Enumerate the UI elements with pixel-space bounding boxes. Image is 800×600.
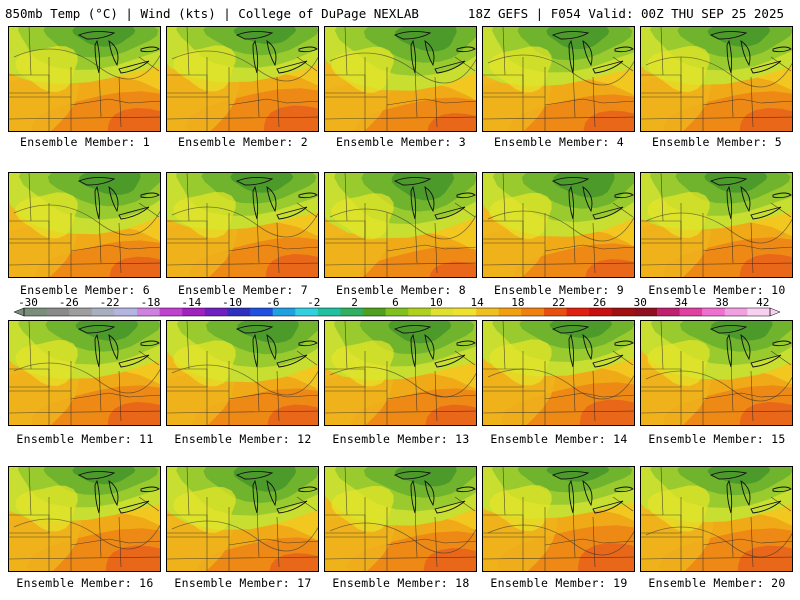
ensemble-member-caption: Ensemble Member: 16 [16,576,154,590]
colorbar-segment [408,308,432,316]
colorbar-tick-label: 26 [593,296,606,309]
colorbar-segment [476,308,500,316]
colorbar-tick-label: -14 [181,296,201,309]
colorbar-segment [46,308,70,316]
ensemble-member-caption: Ensemble Member: 15 [648,432,786,446]
ensemble-member-map [324,172,477,278]
colorbar-tick-label: 2 [351,296,358,309]
ensemble-member-map [166,172,319,278]
colorbar-segment [272,308,296,316]
ensemble-member-map [324,26,477,132]
colorbar-tick-label: -18 [141,296,161,309]
colorbar-tick-label: -10 [222,296,242,309]
ensemble-member-caption: Ensemble Member: 6 [19,283,151,297]
colorbar-tick-label: 34 [675,296,689,309]
colorbar-tick-label: 10 [430,296,443,309]
colorbar-segment [137,308,161,316]
colorbar-segment [566,308,590,316]
colorbar-tick-label: 42 [756,296,769,309]
ensemble-member-caption: Ensemble Member: 1 [19,135,151,149]
valid-time: 18Z GEFS | F054 Valid: 00Z THU SEP 25 20… [467,6,784,21]
colorbar-segment [317,308,341,316]
colorbar-segment [340,308,364,316]
ensemble-member-caption: Ensemble Member: 7 [177,283,309,297]
colorbar-segment [182,308,206,316]
colorbar-segment [91,308,115,316]
ensemble-member-map [482,320,635,426]
colorbar-segment [250,308,274,316]
colorbar-tick-label: -6 [266,296,279,309]
colorbar-segment [363,308,387,316]
colorbar-segment [114,308,138,316]
ensemble-member-caption: Ensemble Member: 3 [335,135,467,149]
ensemble-member-caption: Ensemble Member: 12 [174,432,312,446]
product-title: 850mb Temp (°C) | Wind (kts) | College o… [5,6,419,21]
colorbar-tick-label: 6 [392,296,399,309]
ensemble-member-map [640,466,793,572]
colorbar-segment [521,308,545,316]
colorbar-tick-label: 22 [552,296,565,309]
colorbar-tick-label: -30 [18,296,38,309]
ensemble-member-caption: Ensemble Member: 8 [335,283,467,297]
ensemble-member-caption: Ensemble Member: 20 [648,576,786,590]
colorbar-segment [747,308,771,316]
ensemble-member-map [482,26,635,132]
ensemble-member-caption: Ensemble Member: 13 [332,432,470,446]
colorbar-segment [679,308,703,316]
colorbar-segment [159,308,183,316]
ensemble-member-map [166,466,319,572]
colorbar-segment [430,308,454,316]
ensemble-member-caption: Ensemble Member: 9 [493,283,625,297]
temperature-colorbar: -30 -26 -22 -18 -14 -10 -6 -2 2 6 10 14 18 22 26 30 34 38… [13,296,781,317]
colorbar-end-arrow [769,307,781,317]
colorbar-tick-label: 18 [511,296,524,309]
ensemble-member-map [640,320,793,426]
colorbar-tick-label: 38 [715,296,728,309]
ensemble-member-caption: Ensemble Member: 4 [493,135,625,149]
colorbar-segment [498,308,522,316]
colorbar-tick-label: 14 [470,296,484,309]
colorbar-segment [543,308,567,316]
colorbar-segment [204,308,228,316]
ensemble-member-map [324,320,477,426]
ensemble-member-map [8,172,161,278]
ensemble-member-caption: Ensemble Member: 17 [174,576,312,590]
colorbar-tick-label: -2 [307,296,320,309]
ensemble-member-caption: Ensemble Member: 19 [490,576,628,590]
ensemble-member-map [166,26,319,132]
ensemble-member-caption: Ensemble Member: 5 [651,135,783,149]
colorbar-segment [724,308,748,316]
colorbar-tick-label: 30 [634,296,647,309]
ensemble-member-caption: Ensemble Member: 10 [648,283,786,297]
colorbar-segment [385,308,409,316]
colorbar-segment [295,308,319,316]
ensemble-member-map [8,26,161,132]
ensemble-member-map [482,466,635,572]
ensemble-member-caption: Ensemble Member: 18 [332,576,470,590]
colorbar-segment [69,308,93,316]
colorbar-segment [702,308,726,316]
ensemble-member-map [640,26,793,132]
colorbar-segment [453,308,477,316]
colorbar-end-arrow [13,307,25,317]
ensemble-member-map [640,172,793,278]
ensemble-member-caption: Ensemble Member: 11 [16,432,154,446]
colorbar-segment [656,308,680,316]
ensemble-member-map [324,466,477,572]
ensemble-member-map [8,320,161,426]
colorbar-segment [589,308,613,316]
colorbar-segment [227,308,251,316]
colorbar-tick-label: -26 [59,296,79,309]
ensemble-member-map [166,320,319,426]
ensemble-member-map [8,466,161,572]
ensemble-member-caption: Ensemble Member: 2 [177,135,309,149]
ensemble-member-caption: Ensemble Member: 14 [490,432,628,446]
colorbar-segment [634,308,658,316]
colorbar-segment [24,308,48,316]
colorbar-tick-label: -22 [100,296,120,309]
ensemble-member-map [482,172,635,278]
colorbar-segment [611,308,635,316]
